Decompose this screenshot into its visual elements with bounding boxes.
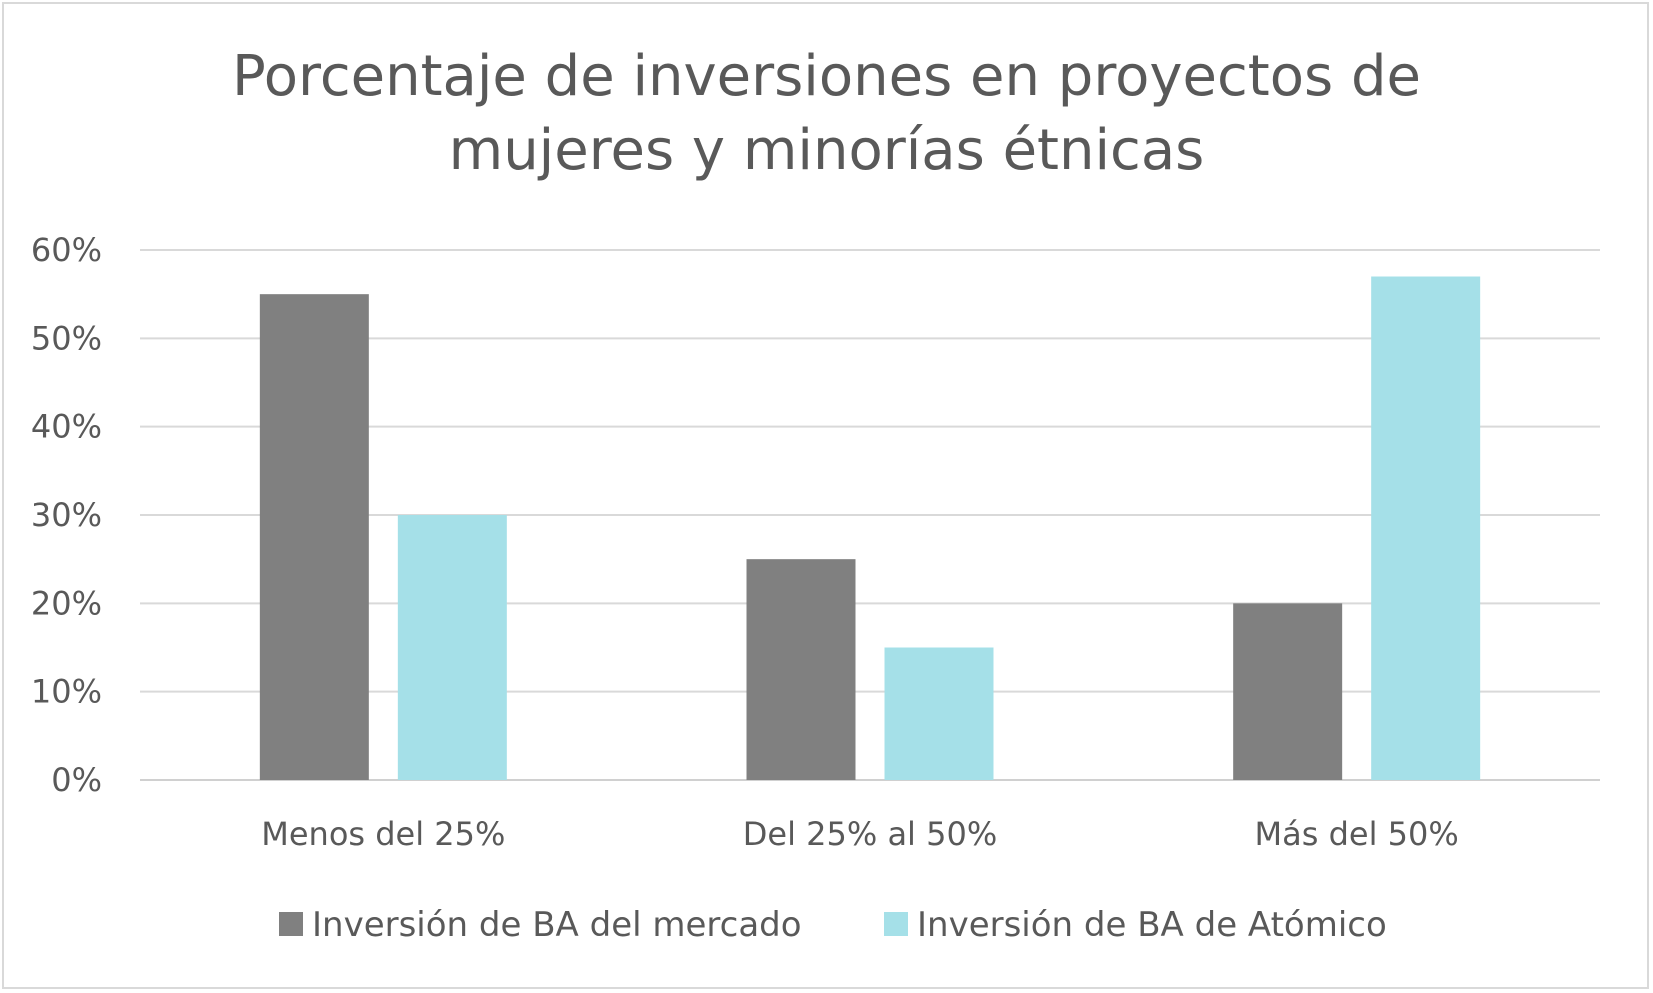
gridlines <box>140 249 1600 781</box>
bar-mercado <box>746 559 856 780</box>
legend: Inversión de BA del mercado Inversión de … <box>279 905 1387 945</box>
x-category-label: Menos del 25% <box>261 815 505 853</box>
bar-atomico <box>1371 276 1481 780</box>
chart-title: Porcentaje de inversiones en proyectos d… <box>0 40 1653 188</box>
x-category-label: Del 25% al 50% <box>743 815 997 853</box>
bar-atomico <box>397 515 507 780</box>
y-tick-label: 0% <box>51 761 102 799</box>
bars <box>259 276 1481 780</box>
y-tick-label: 30% <box>31 496 102 534</box>
legend-swatch <box>279 912 303 936</box>
bar-mercado <box>1233 603 1343 780</box>
legend-label: Inversión de BA del mercado <box>312 905 802 945</box>
y-tick-label: 10% <box>31 673 102 711</box>
x-axis: Menos del 25% Del 25% al 50% Más del 50% <box>261 815 1459 853</box>
chart-title-line-1: Porcentaje de inversiones en proyectos d… <box>232 44 1421 109</box>
y-tick-label: 40% <box>31 408 102 446</box>
chart-title-line-2: mujeres y minorías étnicas <box>448 118 1205 183</box>
y-axis: 0% 10% 20% 30% 40% 50% 60% <box>31 231 102 799</box>
legend-label: Inversión de BA de Atómico <box>917 905 1387 945</box>
legend-swatch <box>884 912 908 936</box>
bar-mercado <box>259 294 369 780</box>
bar-atomico <box>884 647 994 780</box>
x-category-label: Más del 50% <box>1255 815 1459 853</box>
y-tick-label: 50% <box>31 319 102 357</box>
y-tick-label: 60% <box>31 231 102 269</box>
y-tick-label: 20% <box>31 584 102 622</box>
